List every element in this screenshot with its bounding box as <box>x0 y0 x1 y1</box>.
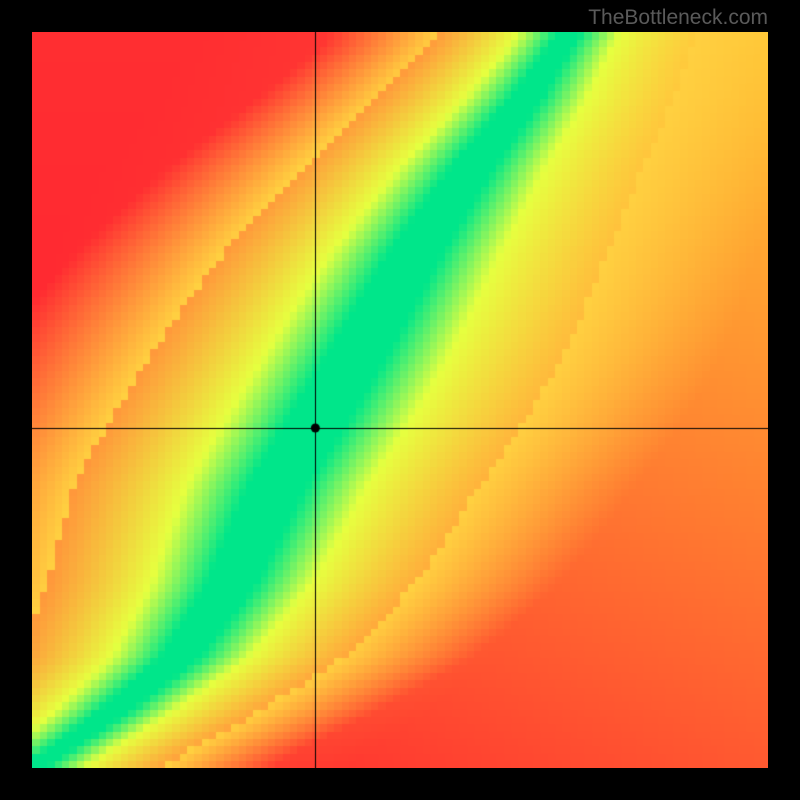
bottleneck-heatmap <box>32 32 768 768</box>
root: TheBottleneck.com <box>0 0 800 800</box>
watermark-text: TheBottleneck.com <box>588 6 768 30</box>
